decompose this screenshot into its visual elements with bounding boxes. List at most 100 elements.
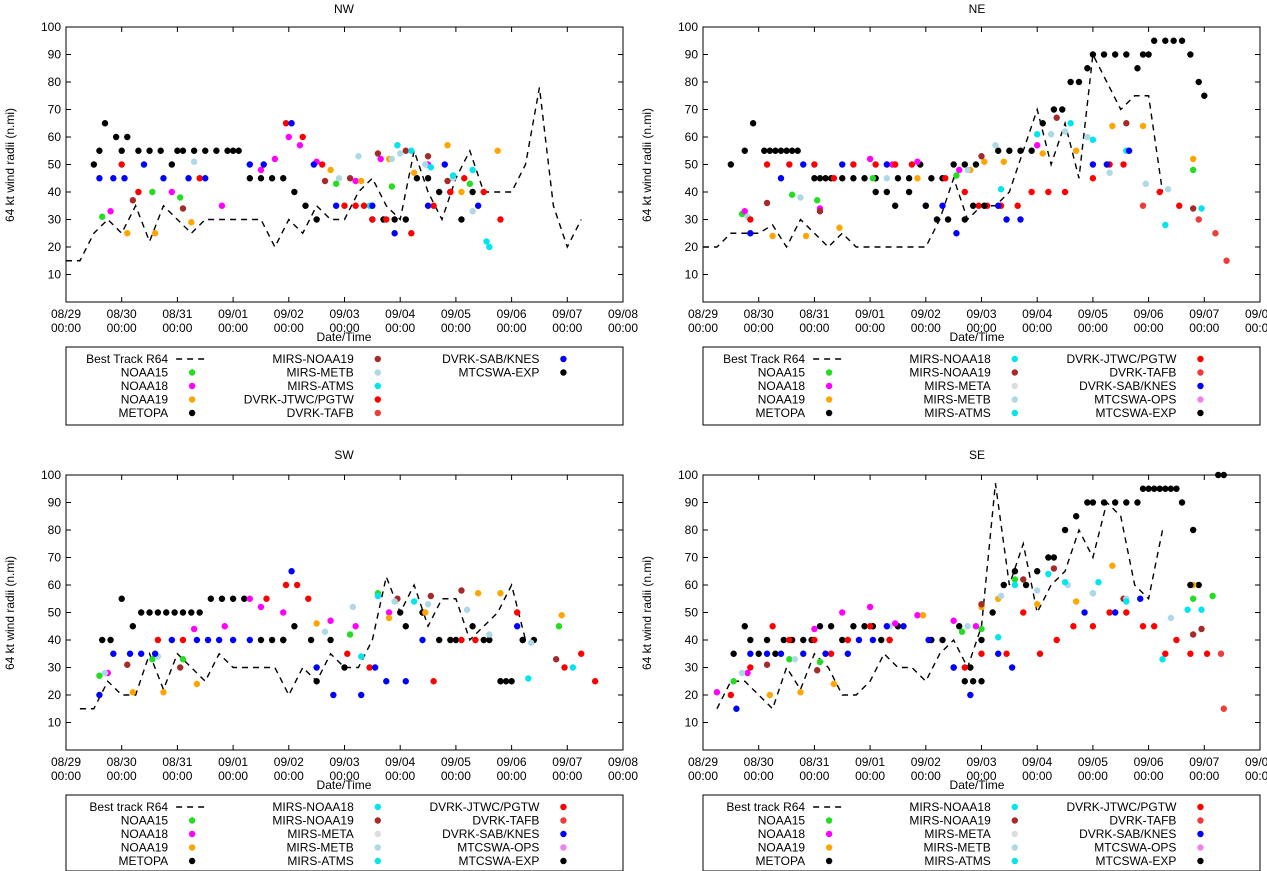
legend-swatch-dot xyxy=(188,817,196,824)
series-metopa-point xyxy=(146,609,153,616)
legend-swatch-dot xyxy=(825,409,833,417)
legend-label: MIRS-ATMS xyxy=(924,854,990,868)
legend-label: MIRS-METB xyxy=(923,393,990,407)
series-metopa-point xyxy=(905,175,913,182)
series-dvrk-sab-knes-point xyxy=(260,161,267,168)
series-noaa18-point xyxy=(377,155,384,163)
series-noaa19-point xyxy=(160,689,167,696)
series-metopa-point xyxy=(1067,78,1074,86)
series-dvrk-sab-knes-point xyxy=(310,161,318,168)
series-metopa-point xyxy=(402,216,409,223)
legend-label: NOAA19 xyxy=(121,841,169,855)
series-metopa-point xyxy=(179,147,187,154)
series-metopa-point xyxy=(894,175,902,182)
legend-frame xyxy=(702,346,1261,426)
series-noaa19-point xyxy=(797,689,804,696)
panel-title: NE xyxy=(969,2,986,16)
series-dvrk-jtwc-pgtw-point xyxy=(1061,188,1069,196)
series-noaa19-point xyxy=(1072,598,1080,605)
series-mirs-atms-point xyxy=(358,653,365,660)
legend-label: DVRK-JTWC/PGTW xyxy=(1066,800,1177,814)
series-metopa-point xyxy=(1156,485,1163,492)
legend-label: DVRK-JTWC/PGTW xyxy=(244,393,355,407)
series-mtcswa-exp-point xyxy=(933,216,941,223)
series-dvrk-sab-knes-point xyxy=(332,202,340,209)
legend-swatch-dot xyxy=(1197,817,1204,824)
series-metopa-point xyxy=(794,147,801,154)
series-noaa19-point xyxy=(1109,562,1116,569)
series-noaa19-point xyxy=(188,219,195,226)
legend-swatch-dot xyxy=(374,355,381,363)
series-noaa15-point xyxy=(869,175,877,182)
series-dvrk-tafb-point xyxy=(1212,230,1219,237)
series-dvrk-sab-knes-point xyxy=(330,691,337,699)
legend-label: NOAA15 xyxy=(758,814,806,828)
series-dvrk-sab-knes-point xyxy=(383,678,390,685)
series-mirs-metb-point xyxy=(1167,614,1175,622)
panel-title: NW xyxy=(334,2,355,16)
series-metopa-point xyxy=(1072,513,1080,520)
legend-label: MTCSWA-OPS xyxy=(457,841,539,855)
series-metopa-point xyxy=(268,175,276,182)
series-metopa-point xyxy=(224,147,231,154)
legend-swatch-dot xyxy=(1197,396,1204,403)
series-dvrk-sab-knes-point xyxy=(204,636,212,644)
series-metopa-point xyxy=(1059,106,1066,113)
series-dvrk-jtwc-pgtw-point xyxy=(341,202,348,209)
series-metopa-point xyxy=(761,147,768,154)
series-dvrk-sab-knes-point xyxy=(391,230,398,237)
series-noaa15-point xyxy=(1189,166,1197,174)
series-dvrk-sab-knes-point xyxy=(1081,609,1088,616)
y-tick-label: 100 xyxy=(41,468,61,482)
x-tick-label: 08/30 00:00 xyxy=(107,755,137,783)
series-noaa15-point xyxy=(555,623,563,630)
series-dvrk-jtwc-pgtw-point xyxy=(1045,188,1052,196)
series-noaa18-point xyxy=(221,623,228,630)
x-tick-label: 08/31 00:00 xyxy=(162,307,192,335)
x-tick-label: 09/06 00:00 xyxy=(497,307,527,335)
series-metopa-point xyxy=(469,188,476,196)
legend-label: NOAA15 xyxy=(121,814,169,828)
plot-area: 10 20 30 40 50 60 70 80 90 100 08/29 00:00 08/30 00:0… xyxy=(678,468,1267,783)
series-metopa-point xyxy=(1028,147,1035,154)
plot-area: 10 20 30 40 50 60 70 80 90 100 08/29 00:00 08/30 00:0… xyxy=(678,20,1267,335)
series-metopa-point xyxy=(1006,147,1013,154)
series-metopa-point xyxy=(190,147,198,154)
series-mtcswa-exp-point xyxy=(905,188,913,196)
series-noaa19-point xyxy=(358,177,365,185)
series-mirs-atms-point xyxy=(1198,606,1205,613)
series-mirs-noaa19-point xyxy=(1198,625,1205,633)
series-metopa-point xyxy=(137,609,145,616)
series-dvrk-jtwc-pgtw-point xyxy=(786,161,793,168)
series-metopa-point xyxy=(291,623,298,630)
series-mirs-noaa19-point xyxy=(1189,631,1197,638)
series-mirs-atms-point xyxy=(469,166,476,174)
series-dvrk-jtwc-pgtw-point xyxy=(850,161,857,168)
series-dvrk-jtwc-pgtw-point xyxy=(282,581,290,589)
series-metopa-point xyxy=(939,636,946,644)
legend-label: DVRK-TAFB xyxy=(1109,814,1176,828)
series-metopa-point xyxy=(291,188,298,196)
series-mtcswa-exp-point xyxy=(1187,581,1194,589)
legend-swatch-dot xyxy=(1197,382,1204,390)
series-metopa-point xyxy=(101,120,109,127)
series-metopa-point xyxy=(850,175,857,182)
series-dvrk-jtwc-pgtw-point xyxy=(769,623,776,630)
series-metopa-point xyxy=(961,161,968,168)
legend-label: MIRS-NOAA19 xyxy=(909,814,991,828)
series-noaa15-point xyxy=(332,180,340,187)
series-metopa-point xyxy=(1111,499,1119,506)
y-axis-label: 64 kt wind radii (n.mi) xyxy=(640,108,654,222)
series-noaa19-point xyxy=(124,230,131,237)
series-mirs-metb-point xyxy=(486,631,493,638)
legend-label: METOPA xyxy=(119,854,169,868)
series-noaa19-point xyxy=(327,166,334,174)
series-dvrk-sab-knes-point xyxy=(121,175,128,182)
series-noaa18-point xyxy=(956,166,963,174)
series-dvrk-jtwc-pgtw-point xyxy=(1036,650,1044,657)
series-dvrk-sab-knes-point xyxy=(1017,216,1024,223)
y-tick-label: 90 xyxy=(48,48,62,62)
